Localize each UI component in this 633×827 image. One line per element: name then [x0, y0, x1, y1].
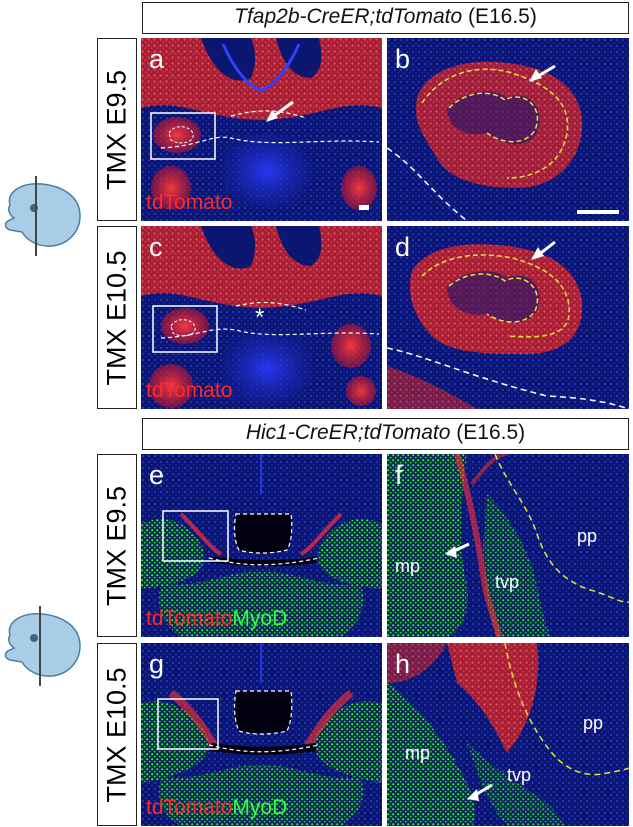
tissue-label-tvp: tvp — [507, 765, 532, 785]
tissue-label-tvp: tvp — [495, 572, 520, 592]
marker-green: MyoD — [232, 607, 288, 630]
panel-letter: f — [395, 460, 403, 490]
section-title-hic1: Hic1-CreER;tdTomato (E16.5) — [142, 418, 629, 450]
gene-name: Tfap2b-CreER;tdTomato — [234, 5, 463, 28]
section-title-tfap2b: Tfap2b-CreER;tdTomato (E16.5) — [142, 2, 629, 34]
stage: (E16.5) — [456, 421, 526, 444]
panel-f: f mp tvp pp — [387, 454, 629, 637]
tissue-label-pp: pp — [583, 713, 604, 733]
marker-label: tdTomatoMyoD — [146, 796, 287, 820]
row-label: TMX E10.5 — [101, 249, 132, 386]
embryo-head-icon-bottom — [0, 600, 90, 690]
marker-label: tdTomato — [146, 191, 233, 214]
panel-e: e tdTomatoMyoD — [141, 454, 382, 637]
row-label-box-g: TMX E10.5 — [97, 643, 137, 826]
tissue-label-mp: mp — [395, 556, 421, 576]
embryo-head-icon-top — [0, 170, 90, 260]
panel-c: c * tdTomato — [141, 226, 382, 409]
panel-letter: g — [149, 649, 165, 679]
asterisk: * — [255, 304, 265, 331]
panel-letter: d — [395, 232, 411, 262]
row-label: TMX E10.5 — [101, 666, 132, 803]
marker-red: tdTomato — [146, 796, 233, 819]
panel-letter: a — [149, 44, 165, 74]
marker-green: MyoD — [232, 796, 288, 819]
marker-red: tdTomato — [146, 607, 233, 630]
panel-letter: b — [395, 44, 411, 74]
panel-letter: c — [149, 232, 163, 262]
gene-name: Hic1-CreER;tdTomato — [245, 421, 451, 444]
panel-h: h mp tvp pp — [387, 643, 629, 826]
panel-d: d — [387, 226, 629, 409]
panel-a: a tdTomato — [141, 38, 382, 221]
row-label-box-e: TMX E9.5 — [97, 454, 137, 637]
row-label-box-a: TMX E9.5 — [97, 38, 137, 221]
panel-letter: h — [395, 649, 411, 679]
panel-b: b — [387, 38, 629, 221]
panel-letter: e — [149, 460, 165, 490]
row-label: TMX E9.5 — [101, 69, 132, 190]
tissue-label-pp: pp — [577, 526, 598, 546]
row-label: TMX E9.5 — [101, 485, 132, 606]
marker-label: tdTomato — [146, 379, 233, 402]
tissue-label-mp: mp — [405, 743, 431, 763]
marker-label: tdTomatoMyoD — [146, 607, 287, 631]
stage: (E16.5) — [467, 5, 537, 28]
row-label-box-c: TMX E10.5 — [97, 226, 137, 409]
panel-g: g tdTomatoMyoD — [141, 643, 382, 826]
